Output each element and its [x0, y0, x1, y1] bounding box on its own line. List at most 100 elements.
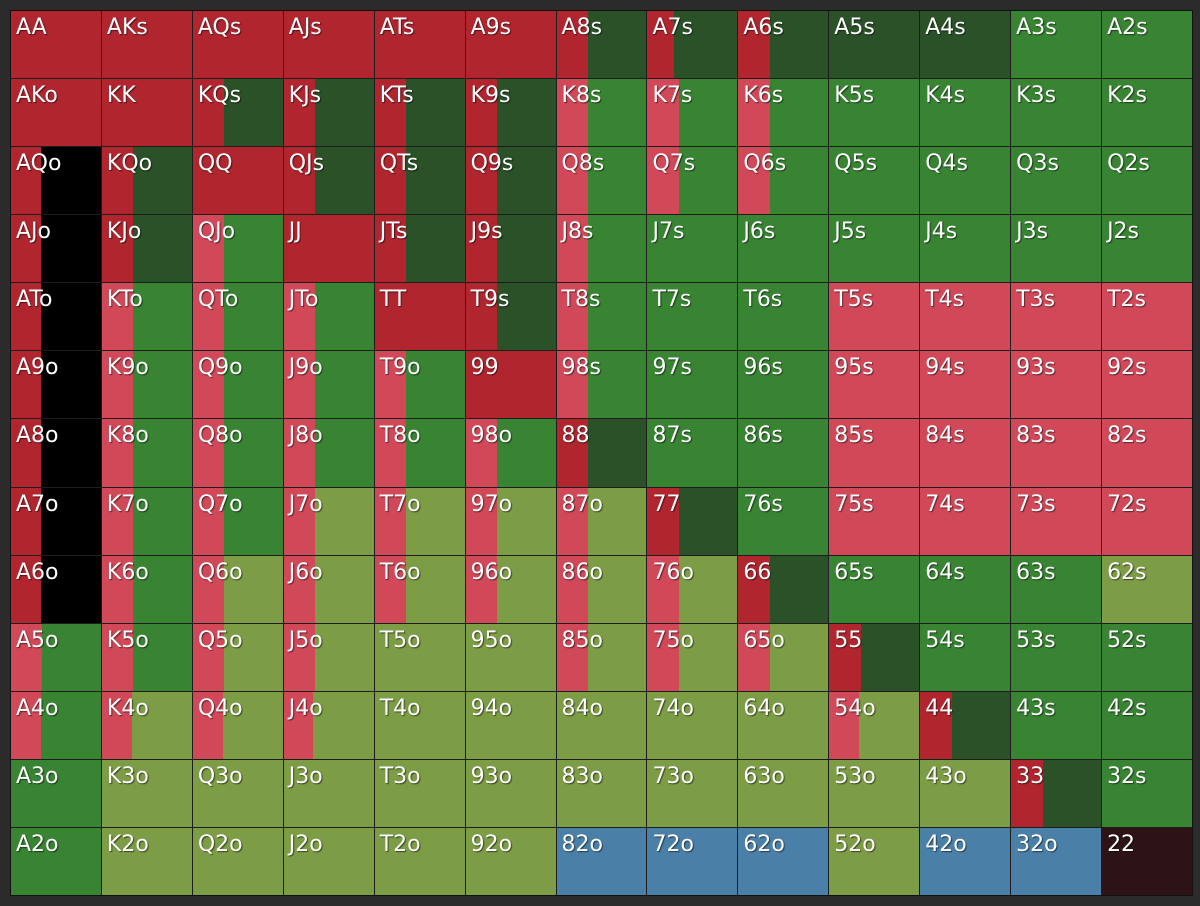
hand-cell[interactable]: K9o [101, 351, 192, 419]
hand-cell[interactable]: 54s [920, 623, 1011, 691]
hand-cell[interactable]: QTs [374, 147, 465, 215]
hand-cell[interactable]: A5s [829, 11, 920, 79]
hand-cell[interactable]: AA [11, 11, 101, 79]
hand-cell[interactable]: 85s [829, 419, 920, 487]
hand-cell[interactable]: T9o [374, 351, 465, 419]
hand-cell[interactable]: A4o [11, 691, 101, 759]
hand-cell[interactable]: 54o [829, 691, 920, 759]
hand-cell[interactable]: K4s [920, 79, 1011, 147]
hand-cell[interactable]: AJo [11, 215, 101, 283]
hand-cell[interactable]: J2s [1102, 215, 1192, 283]
hand-cell[interactable]: 43o [920, 759, 1011, 827]
hand-cell[interactable]: T6o [374, 555, 465, 623]
hand-cell[interactable]: K8s [556, 79, 647, 147]
hand-cell[interactable]: J7o [283, 487, 374, 555]
hand-cell[interactable]: 63s [1011, 555, 1102, 623]
hand-cell[interactable]: J3o [283, 759, 374, 827]
hand-cell[interactable]: T7o [374, 487, 465, 555]
hand-cell[interactable]: T4o [374, 691, 465, 759]
hand-cell[interactable]: J7s [647, 215, 738, 283]
hand-cell[interactable]: K5s [829, 79, 920, 147]
hand-cell[interactable]: 65o [738, 623, 829, 691]
hand-cell[interactable]: J9s [465, 215, 556, 283]
hand-cell[interactable]: J5o [283, 623, 374, 691]
hand-cell[interactable]: Q4o [192, 691, 283, 759]
hand-cell[interactable]: KK [101, 79, 192, 147]
hand-cell[interactable]: TT [374, 283, 465, 351]
hand-cell[interactable]: K3o [101, 759, 192, 827]
hand-cell[interactable]: 52o [829, 827, 920, 895]
hand-cell[interactable]: T7s [647, 283, 738, 351]
hand-cell[interactable]: J2o [283, 827, 374, 895]
hand-cell[interactable]: T2o [374, 827, 465, 895]
hand-cell[interactable]: T3o [374, 759, 465, 827]
hand-cell[interactable]: A7s [647, 11, 738, 79]
hand-cell[interactable]: Q9o [192, 351, 283, 419]
hand-cell[interactable]: 97o [465, 487, 556, 555]
hand-cell[interactable]: T3s [1011, 283, 1102, 351]
hand-cell[interactable]: 76s [738, 487, 829, 555]
hand-cell[interactable]: 73s [1011, 487, 1102, 555]
hand-cell[interactable]: A2s [1102, 11, 1192, 79]
hand-cell[interactable]: 32s [1102, 759, 1192, 827]
hand-cell[interactable]: A5o [11, 623, 101, 691]
hand-cell[interactable]: 95o [465, 623, 556, 691]
hand-cell[interactable]: 94s [920, 351, 1011, 419]
hand-cell[interactable]: J3s [1011, 215, 1102, 283]
hand-cell[interactable]: 87o [556, 487, 647, 555]
hand-cell[interactable]: A6o [11, 555, 101, 623]
hand-cell[interactable]: JTs [374, 215, 465, 283]
hand-cell[interactable]: 75o [647, 623, 738, 691]
hand-cell[interactable]: 82o [556, 827, 647, 895]
hand-cell[interactable]: 74o [647, 691, 738, 759]
hand-cell[interactable]: J6s [738, 215, 829, 283]
hand-cell[interactable]: AQs [192, 11, 283, 79]
hand-cell[interactable]: A8s [556, 11, 647, 79]
hand-cell[interactable]: Q5o [192, 623, 283, 691]
hand-cell[interactable]: K5o [101, 623, 192, 691]
hand-cell[interactable]: KQo [101, 147, 192, 215]
hand-cell[interactable]: K6o [101, 555, 192, 623]
hand-cell[interactable]: T5s [829, 283, 920, 351]
hand-cell[interactable]: J6o [283, 555, 374, 623]
hand-cell[interactable]: 93s [1011, 351, 1102, 419]
hand-cell[interactable]: Q4s [920, 147, 1011, 215]
hand-cell[interactable]: K8o [101, 419, 192, 487]
hand-cell[interactable]: 32o [1011, 827, 1102, 895]
hand-cell[interactable]: Q3o [192, 759, 283, 827]
hand-cell[interactable]: 87s [647, 419, 738, 487]
hand-cell[interactable]: 66 [738, 555, 829, 623]
hand-cell[interactable]: Q9s [465, 147, 556, 215]
hand-cell[interactable]: 62o [738, 827, 829, 895]
hand-cell[interactable]: QJs [283, 147, 374, 215]
hand-cell[interactable]: 52s [1102, 623, 1192, 691]
hand-cell[interactable]: A2o [11, 827, 101, 895]
hand-cell[interactable]: JJ [283, 215, 374, 283]
hand-cell[interactable]: 99 [465, 351, 556, 419]
hand-cell[interactable]: A3o [11, 759, 101, 827]
hand-cell[interactable]: 72s [1102, 487, 1192, 555]
hand-cell[interactable]: ATs [374, 11, 465, 79]
hand-cell[interactable]: Q7o [192, 487, 283, 555]
hand-cell[interactable]: 85o [556, 623, 647, 691]
hand-cell[interactable]: 83s [1011, 419, 1102, 487]
hand-cell[interactable]: 42o [920, 827, 1011, 895]
hand-cell[interactable]: T2s [1102, 283, 1192, 351]
hand-cell[interactable]: 83o [556, 759, 647, 827]
hand-cell[interactable]: AKs [101, 11, 192, 79]
hand-cell[interactable]: 22 [1102, 827, 1192, 895]
hand-cell[interactable]: KQs [192, 79, 283, 147]
hand-cell[interactable]: K3s [1011, 79, 1102, 147]
hand-cell[interactable]: 55 [829, 623, 920, 691]
hand-cell[interactable]: A6s [738, 11, 829, 79]
hand-cell[interactable]: 96o [465, 555, 556, 623]
hand-cell[interactable]: 82s [1102, 419, 1192, 487]
hand-cell[interactable]: QQ [192, 147, 283, 215]
hand-cell[interactable]: 65s [829, 555, 920, 623]
hand-cell[interactable]: 63o [738, 759, 829, 827]
hand-cell[interactable]: KTs [374, 79, 465, 147]
hand-cell[interactable]: A8o [11, 419, 101, 487]
hand-cell[interactable]: K7o [101, 487, 192, 555]
hand-cell[interactable]: KJs [283, 79, 374, 147]
hand-cell[interactable]: 73o [647, 759, 738, 827]
